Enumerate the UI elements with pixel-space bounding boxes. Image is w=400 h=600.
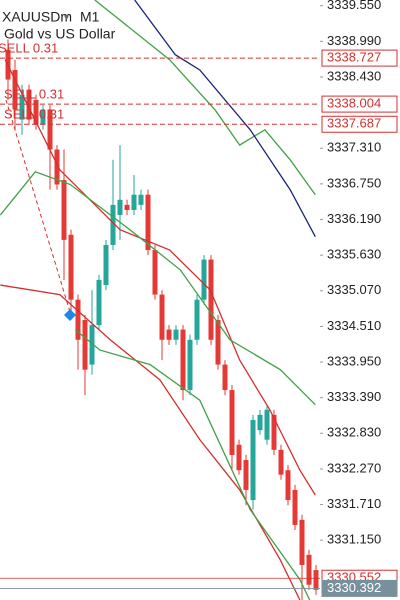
candle-body — [285, 470, 291, 501]
y-tick-label: 3335.630 — [327, 247, 381, 262]
candle-body — [306, 554, 312, 585]
candle-body — [61, 180, 67, 240]
candle-body — [187, 339, 193, 391]
price-box — [321, 49, 398, 67]
candle-body — [33, 99, 39, 125]
indicator-line — [4, 59, 316, 496]
candle-body — [82, 320, 88, 370]
candle-body — [117, 199, 123, 216]
order-label: SELL 0.31 — [4, 87, 64, 102]
y-tick-label: 3336.750 — [327, 175, 381, 190]
candle-body — [173, 329, 179, 340]
y-tick-label: 3336.190 — [327, 211, 381, 226]
order-label: SELL 0.31 — [4, 107, 64, 122]
candle-body — [264, 409, 270, 440]
bid-box — [321, 579, 398, 597]
candle-body — [278, 449, 284, 475]
candle-body — [271, 414, 277, 450]
indicator-line — [0, 284, 301, 600]
y-tick-label: 3333.390 — [327, 389, 381, 404]
candle-body — [159, 294, 165, 340]
y-tick-label: 3339.550 — [327, 0, 381, 12]
trade-arrow — [64, 309, 76, 321]
price-box-label: 3338.727 — [327, 50, 381, 65]
candle-body — [110, 204, 116, 245]
candle-body — [257, 414, 263, 431]
candle-body — [47, 109, 53, 150]
candle-body — [75, 299, 81, 340]
y-tick-label: 3331.710 — [327, 496, 381, 511]
candle-body — [40, 109, 46, 125]
candle-body — [201, 259, 207, 300]
dropdown-arrow[interactable]: ▾ — [64, 13, 69, 24]
y-tick-label: 3331.150 — [327, 532, 381, 547]
candle-body — [194, 299, 200, 340]
candle-body — [131, 194, 137, 210]
y-tick-label: 3332.270 — [327, 460, 381, 475]
candle-body — [138, 194, 144, 205]
order-label: SELL 0.31 — [0, 41, 58, 56]
indicator-line — [94, 0, 316, 196]
candle-body — [180, 329, 186, 391]
candle-body — [299, 519, 305, 566]
trade-history-line — [5, 99, 71, 313]
candle-body — [124, 204, 130, 210]
candle-body — [292, 489, 298, 525]
price-box — [321, 95, 398, 113]
candle-body — [229, 390, 235, 455]
candle-body — [313, 570, 319, 590]
price-box-label: 3337.687 — [327, 116, 381, 131]
candle-body — [12, 69, 18, 110]
indicator-line — [74, 329, 311, 600]
candle-body — [96, 279, 102, 326]
candle-body — [26, 89, 32, 120]
candle-body — [152, 250, 158, 295]
y-tick-label: 3335.070 — [327, 282, 381, 297]
y-tick-label: 3332.830 — [327, 425, 381, 440]
candle-body — [236, 444, 242, 471]
candle-body — [250, 419, 256, 501]
candle-body — [215, 320, 221, 365]
indicator-line — [0, 171, 316, 406]
candle-body — [68, 234, 74, 300]
timeframe[interactable]: M1 — [80, 9, 100, 25]
candle-body — [54, 149, 60, 185]
y-tick-label: 3338.430 — [327, 68, 381, 83]
y-tick-label: 3334.510 — [327, 318, 381, 333]
price-box — [321, 115, 398, 133]
y-tick-label: 3338.990 — [327, 33, 381, 48]
y-tick-label: 3333.950 — [327, 353, 381, 368]
indicator-line — [134, 0, 316, 237]
candle-body — [222, 364, 228, 391]
bid-label: 3330.392 — [327, 580, 381, 595]
symbol-description: Gold vs US Dollar — [4, 26, 116, 42]
candle-body — [19, 94, 25, 120]
symbol[interactable]: XAUUSDm — [2, 9, 72, 25]
candle-body — [166, 329, 172, 340]
price-box-label: 3338.004 — [327, 96, 381, 111]
candle-body — [89, 325, 95, 365]
candle-body — [208, 259, 214, 340]
y-tick-label: 3337.310 — [327, 140, 381, 155]
candle-body — [145, 194, 151, 251]
candle-body — [103, 244, 109, 286]
candle-body — [243, 460, 249, 490]
